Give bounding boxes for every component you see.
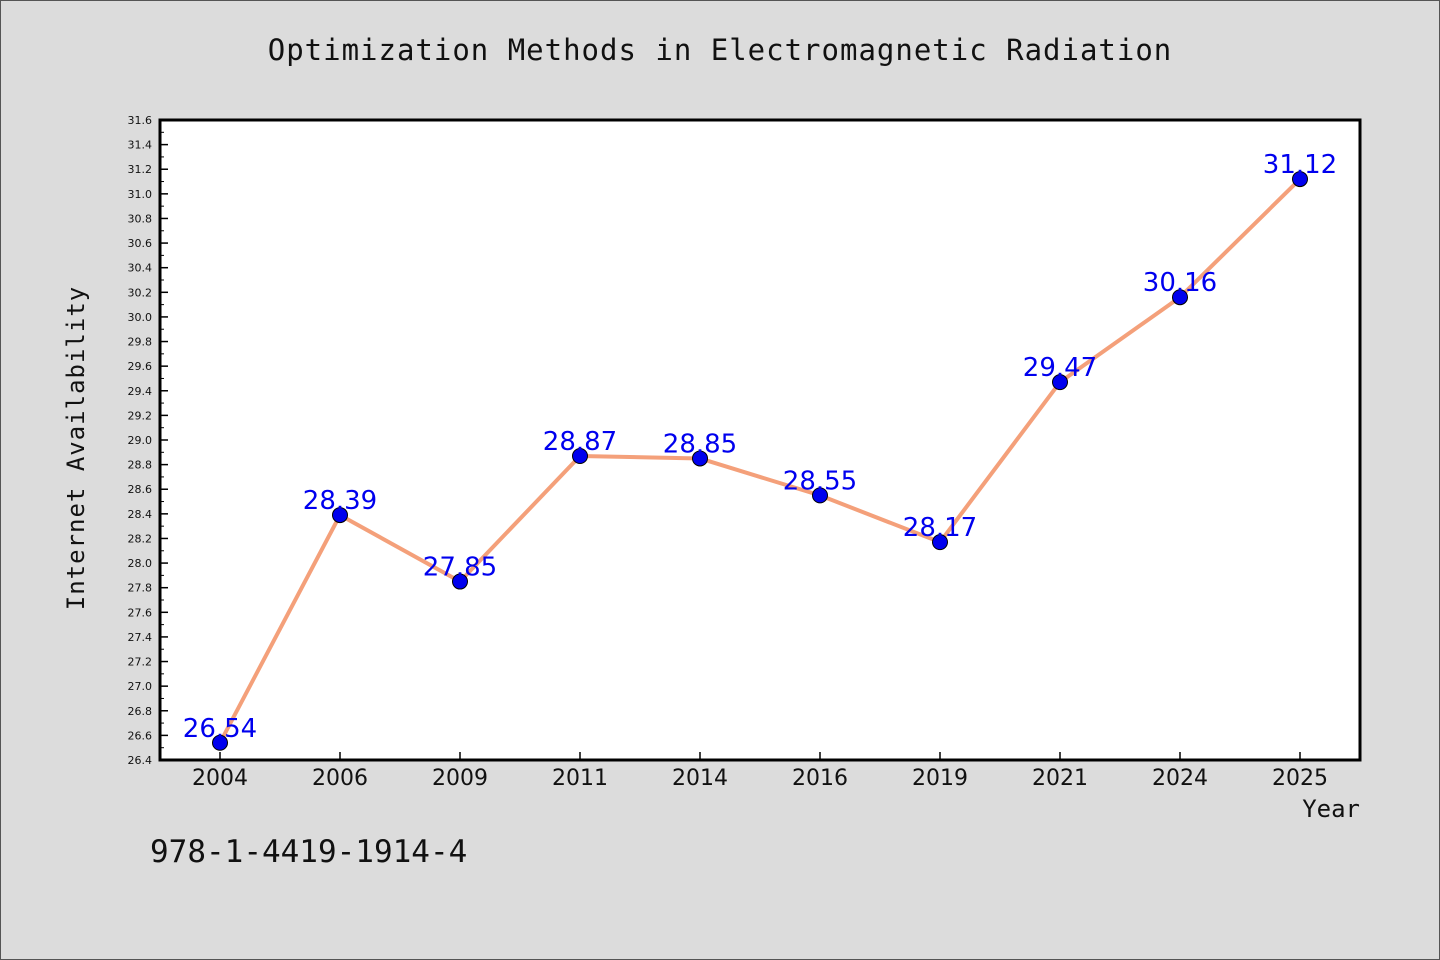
y-tick-label: 30.0 (128, 311, 153, 324)
x-tick-label: 2024 (1152, 766, 1208, 791)
footnote-isbn: 978-1-4419-1914-4 (150, 834, 468, 870)
y-tick-label: 30.8 (128, 212, 153, 225)
y-tick-label: 28.4 (128, 508, 153, 521)
x-tick-label: 2016 (792, 766, 848, 791)
y-tick-label: 31.0 (128, 188, 153, 201)
data-label: 28.55 (783, 466, 857, 496)
data-point-marker (572, 448, 588, 464)
x-tick-label: 2004 (192, 766, 248, 791)
data-label: 28.39 (303, 486, 377, 516)
data-point-marker (812, 487, 828, 504)
y-tick-label: 30.6 (128, 237, 153, 250)
y-tick-label: 26.4 (128, 754, 153, 767)
data-point-marker (932, 534, 948, 551)
y-tick-label: 29.6 (128, 360, 153, 373)
y-tick-label: 27.8 (128, 582, 153, 595)
y-tick-label: 29.4 (128, 385, 153, 398)
series-line (218, 177, 1302, 744)
y-tick-label: 29.2 (128, 409, 153, 422)
data-point-marker (332, 507, 348, 524)
y-tick-label: 27.4 (128, 631, 153, 644)
y-tick-label: 27.0 (128, 680, 153, 693)
x-tick-label: 2021 (1032, 766, 1088, 791)
y-tick-label: 31.2 (128, 163, 153, 176)
y-axis-ticks: 26.4 26.6 26.8 27.0 27.2 27.4 27.6 27.8 28.0 28.2… (128, 114, 168, 767)
data-point-marker (692, 450, 708, 467)
y-tick-label: 31.4 (128, 139, 153, 152)
y-tick-label: 28.8 (128, 459, 153, 472)
x-tick-label: 2011 (552, 766, 608, 791)
plot-border (158, 118, 1362, 762)
data-point-marker (452, 573, 468, 590)
data-point-marker (1292, 171, 1308, 188)
x-axis-ticks: 2004 2006 2009 2011 2014 2016 2019 2021 2024 2025 (192, 752, 1328, 791)
y-tick-label: 27.6 (128, 606, 153, 619)
y-tick-label: 26.8 (128, 705, 153, 718)
y-tick-label: 28.6 (128, 483, 153, 496)
x-tick-label: 2009 (432, 766, 488, 791)
y-tick-label: 27.2 (128, 656, 153, 669)
y-tick-label: 29.0 (128, 434, 153, 447)
x-tick-label: 2006 (312, 766, 368, 791)
data-label: 26.54 (183, 714, 257, 744)
data-label: 27.85 (423, 553, 497, 583)
x-tick-label: 2014 (672, 766, 728, 791)
plot-area (160, 120, 1360, 760)
data-labels: 26.54 28.39 27.85 28.87 28.85 28.55 28.17 29.47… (183, 150, 1337, 744)
y-tick-label: 28.2 (128, 532, 153, 545)
data-label: 30.16 (1143, 268, 1217, 298)
data-point-marker (1052, 374, 1068, 391)
y-tick-label: 26.6 (128, 729, 153, 742)
data-label: 28.87 (543, 427, 617, 457)
y-tick-label: 28.0 (128, 557, 153, 570)
data-label: 28.85 (663, 429, 737, 459)
data-label: 29.47 (1023, 353, 1097, 383)
x-tick-label: 2019 (912, 766, 968, 791)
y-tick-label: 30.4 (128, 262, 153, 275)
y-tick-label: 31.6 (128, 114, 153, 127)
y-tick-label: 29.8 (128, 336, 153, 349)
data-label: 28.17 (903, 513, 977, 543)
chart-title: Optimization Methods in Electromagnetic … (267, 33, 1173, 67)
series-markers (212, 171, 1308, 751)
data-point-marker (1172, 289, 1188, 306)
y-tick-label: 30.2 (128, 286, 153, 299)
data-point-marker (212, 734, 228, 751)
x-axis-label: Year (1302, 795, 1360, 823)
data-label: 31.12 (1263, 150, 1337, 180)
x-tick-label: 2025 (1272, 766, 1328, 791)
